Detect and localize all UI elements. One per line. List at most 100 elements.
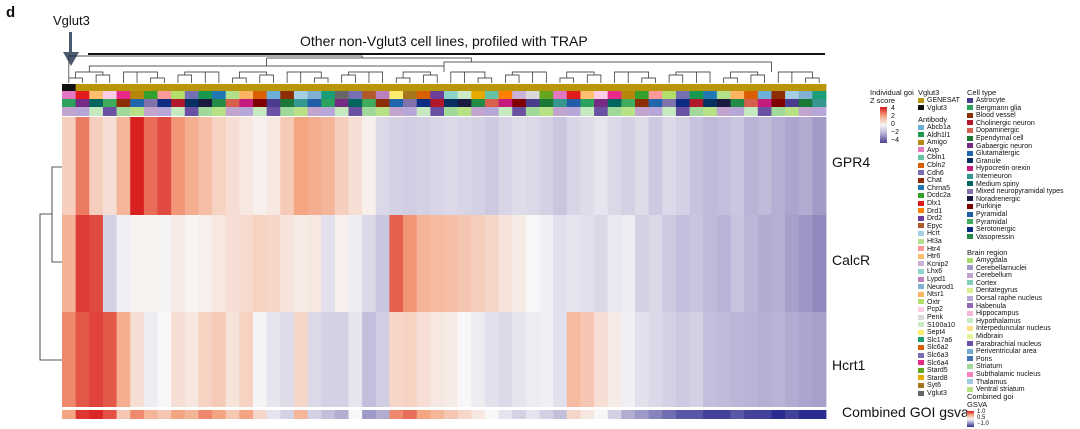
heatmap-cell-hcrt1 — [62, 312, 77, 407]
celltype-track-cell — [621, 99, 636, 107]
legend-swatch — [918, 185, 924, 191]
legend-label: Cbln1 — [927, 154, 946, 162]
legend-item: Cholinergic neuron — [967, 120, 1035, 128]
brainregion-track-cell — [116, 107, 131, 116]
legend-label: Amygdala — [976, 257, 1008, 264]
heatmap-cell-calcr — [594, 215, 609, 312]
heatmap-cell-calcr — [635, 215, 650, 312]
legend-label: Chat — [927, 177, 942, 185]
legend-label: Purkinje — [976, 203, 1002, 211]
legend-item: Dentategyrus — [967, 287, 1018, 295]
heatmap-cell-calcr — [444, 215, 459, 312]
legend-item: Noradrenergic — [967, 196, 1020, 204]
celltype-track-cell — [757, 99, 772, 107]
heatmap-cell-hcrt1 — [716, 312, 731, 407]
vglut3-track-cell — [334, 84, 349, 91]
legend-swatch — [967, 128, 973, 134]
celltype-track-cell — [785, 99, 800, 107]
legend-label: Astrocyte — [976, 97, 1006, 104]
legend-label: Periventricular area — [976, 348, 1037, 356]
celltype-track-cell — [321, 99, 336, 107]
heatmap-cell-calcr — [798, 215, 813, 312]
gsva-cell — [293, 410, 308, 419]
heatmap-cell-gpr4 — [212, 117, 227, 215]
celltype-track-cell — [430, 99, 445, 107]
vglut3-track-cell — [171, 84, 186, 91]
heatmap-cell-calcr — [539, 215, 554, 312]
heatmap-cell-calcr — [716, 215, 731, 312]
gsva-tick: 1.0 — [977, 409, 986, 415]
heatmap-cell-gpr4 — [744, 117, 759, 215]
celltype-track-cell — [689, 99, 704, 107]
brainregion-track-cell — [484, 107, 499, 116]
antibody-track-cell — [512, 91, 527, 99]
celltype-track-cell — [716, 99, 731, 107]
brainregion-track-cell — [321, 107, 336, 116]
brainregion-track-cell — [594, 107, 609, 116]
heatmap-cell-gpr4 — [689, 117, 704, 215]
gsva-cell — [334, 410, 349, 419]
legend-item: Pyramidal — [967, 219, 1007, 227]
gsva-cell — [389, 410, 404, 419]
vglut3-track-cell — [102, 84, 117, 91]
legend-swatch — [918, 105, 924, 111]
gsva-cell — [648, 410, 663, 419]
zscore-colorbar — [880, 107, 887, 143]
heatmap-cell-gpr4 — [171, 117, 186, 215]
antibody-track-cell — [785, 91, 800, 99]
heatmap-cell-calcr — [116, 215, 131, 312]
legend-swatch — [918, 231, 924, 237]
antibody-track-cell — [334, 91, 349, 99]
gsva-cell — [635, 410, 650, 419]
brainregion-track-cell — [716, 107, 731, 116]
legend-item: Dopaminergic — [967, 127, 1019, 135]
heatmap-cell-calcr — [812, 215, 827, 312]
row-label-gpr4: GPR4 — [832, 154, 871, 170]
heatmap-cell-gpr4 — [102, 117, 117, 215]
gsva-cell — [484, 410, 499, 419]
heatmap-cell-gpr4 — [280, 117, 295, 215]
legend-item: GENESAT — [918, 97, 960, 105]
celltype-track-cell — [89, 99, 104, 107]
vglut3-track-cell — [594, 84, 609, 91]
legend-label: Dopaminergic — [976, 127, 1020, 135]
legend-swatch — [918, 223, 924, 229]
heatmap-cell-gpr4 — [334, 117, 349, 215]
heatmap-cell-gpr4 — [484, 117, 499, 215]
legend-swatch — [918, 375, 924, 381]
legend-item: Cerebellarnuclei — [967, 265, 1027, 273]
heatmap-cell-hcrt1 — [198, 312, 213, 407]
heatmap-cell-gpr4 — [675, 117, 690, 215]
brainregion-track-cell — [375, 107, 390, 116]
heatmap-cell-calcr — [212, 215, 227, 312]
heatmap-cell-calcr — [757, 215, 772, 312]
legend-item: Subthalamic nucleus — [967, 371, 1041, 379]
heatmap-cell-calcr — [389, 215, 404, 312]
celltype-track-cell — [580, 99, 595, 107]
heatmap-cell-calcr — [648, 215, 663, 312]
heatmap-cell-hcrt1 — [130, 312, 145, 407]
gsva-cell — [280, 410, 295, 419]
legend-label: Cdh6 — [927, 169, 944, 177]
vglut3-track-cell — [539, 84, 554, 91]
celltype-track-cell — [416, 99, 431, 107]
legend-label: Granule — [976, 157, 1001, 165]
legend-label: Vglut3 — [927, 390, 947, 397]
legend-label: Ht3a — [927, 238, 942, 245]
celltype-track-cell — [607, 99, 622, 107]
brainregion-track-cell — [785, 107, 800, 116]
vglut3-track-cell — [239, 84, 254, 91]
antibody-track-cell — [689, 91, 704, 99]
gsva-cell — [403, 410, 418, 419]
gsva-cell — [212, 410, 227, 419]
legend-label: Ependymal cell — [976, 135, 1024, 142]
vglut3-track-cell — [362, 84, 377, 91]
gsva-cell — [348, 410, 363, 419]
vglut3-track-cell — [225, 84, 240, 91]
heatmap-cell-calcr — [253, 215, 268, 312]
celltype-track-cell — [512, 99, 527, 107]
legend-label: S100a10 — [927, 321, 956, 329]
heatmap-cell-gpr4 — [225, 117, 240, 215]
celltype-track-cell — [730, 99, 745, 107]
heatmap-cell-hcrt1 — [621, 312, 636, 407]
